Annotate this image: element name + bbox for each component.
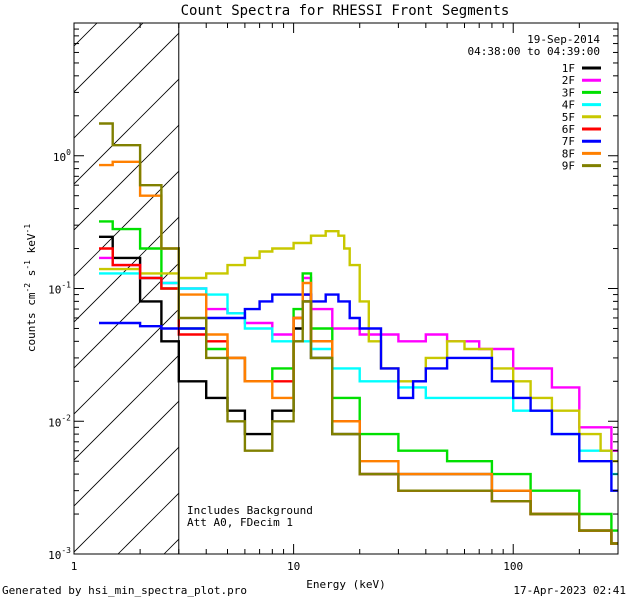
series-layer xyxy=(99,122,618,545)
legend-label-2F: 2F xyxy=(562,74,575,87)
hatch-line xyxy=(74,23,98,47)
chart-title: Count Spectra for RHESSI Front Segments xyxy=(181,3,510,19)
legend-label-1F: 1F xyxy=(562,62,575,75)
hatch-line xyxy=(74,262,179,369)
y-tick-labels: 100 10-1 10-2 10-3 xyxy=(48,148,71,562)
legend-label-6F: 6F xyxy=(562,123,575,136)
y-tick-label: 10-3 xyxy=(48,546,71,562)
x-tick-labels: 1 10 100 xyxy=(71,560,523,573)
hatch-line xyxy=(0,0,80,554)
legend-label-9F: 9F xyxy=(562,160,575,173)
axis-ticks xyxy=(73,22,619,555)
time-range-label: 04:38:00 to 04:39:00 xyxy=(468,45,600,58)
hatch-line xyxy=(74,78,179,185)
x-tick-label: 100 xyxy=(503,560,523,573)
series-line-5F xyxy=(99,230,618,463)
x-tick-label: 1 xyxy=(71,560,78,573)
hatch-line xyxy=(74,23,144,93)
hatched-region xyxy=(0,0,179,554)
hatch-line xyxy=(74,400,179,507)
hatch-line xyxy=(74,32,179,139)
legend-label-5F: 5F xyxy=(562,111,575,124)
legend-label-7F: 7F xyxy=(562,135,575,148)
annotation-attenuator: Att A0, FDecim 1 xyxy=(187,516,293,529)
footer-timestamp: 17-Apr-2023 02:41 xyxy=(513,584,626,597)
footer-generated-by: Generated by hsi_min_spectra_plot.pro xyxy=(2,584,247,597)
hatch-line xyxy=(74,354,179,461)
series-line-9F xyxy=(99,122,618,545)
annotation-background: Includes Background xyxy=(187,504,313,517)
date-label: 19-Sep-2014 xyxy=(527,33,600,46)
y-tick-label: 100 xyxy=(53,148,71,164)
hatch-line xyxy=(74,446,179,553)
x-tick-label: 10 xyxy=(287,560,300,573)
x-axis-label: Energy (keV) xyxy=(306,578,385,591)
legend-label-4F: 4F xyxy=(562,99,575,112)
legend-label-8F: 8F xyxy=(562,147,575,160)
legend-label-3F: 3F xyxy=(562,86,575,99)
y-tick-label: 10-1 xyxy=(48,281,71,297)
hatch-line xyxy=(74,170,179,277)
series-line-7F xyxy=(99,293,618,492)
y-axis-label: counts cm-2 s-1 keV-1 xyxy=(23,224,38,352)
y-tick-label: 10-2 xyxy=(48,413,71,429)
